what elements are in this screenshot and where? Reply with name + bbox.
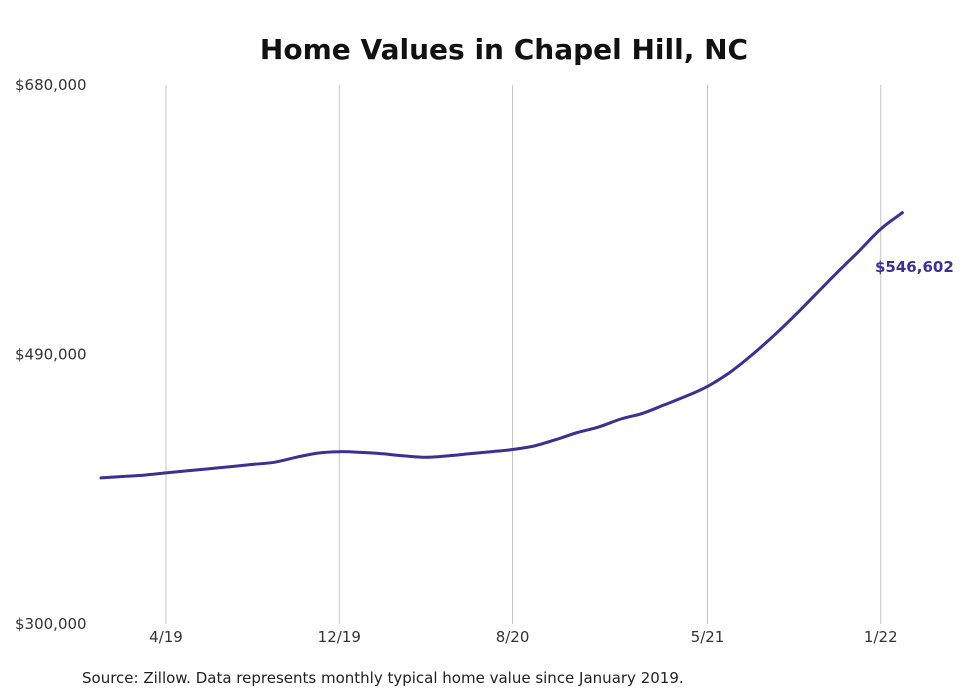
source-note: Source: Zillow. Data represents monthly … xyxy=(82,669,684,687)
end-value-label: $546,602 xyxy=(875,258,954,276)
x-tick-label: 1/22 xyxy=(864,628,898,646)
x-axis-ticks: 4/19 12/19 8/20 5/21 1/22 xyxy=(149,628,897,646)
y-axis-ticks: $680,000 $490,000 $300,000 xyxy=(15,76,87,633)
vertical-gridlines xyxy=(165,85,882,624)
x-tick-label: 4/19 xyxy=(149,628,183,646)
x-tick-label: 12/19 xyxy=(318,628,361,646)
y-tick-label: $680,000 xyxy=(15,76,87,94)
y-tick-label: $300,000 xyxy=(15,615,87,633)
chart-title: Home Values in Chapel Hill, NC xyxy=(260,33,748,66)
x-tick-label: 5/21 xyxy=(691,628,725,646)
y-tick-label: $490,000 xyxy=(15,346,87,364)
home-value-line xyxy=(99,211,904,480)
x-tick-label: 8/20 xyxy=(496,628,530,646)
